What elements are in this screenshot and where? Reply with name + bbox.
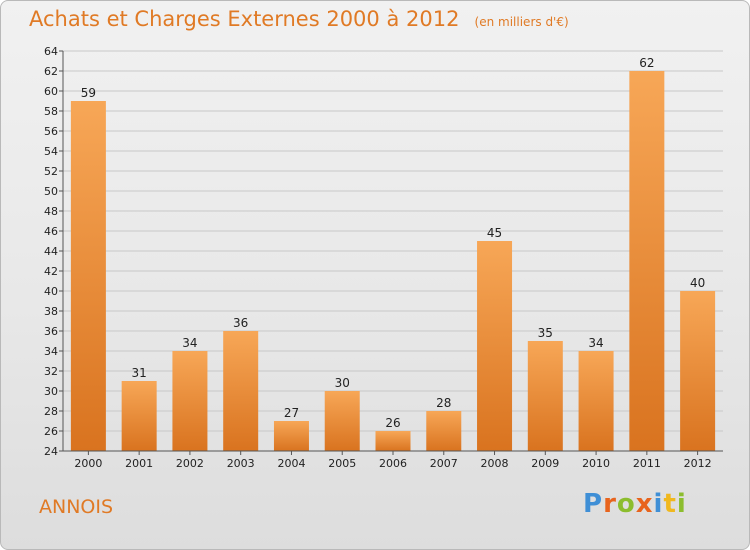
value-label: 36 — [233, 316, 248, 330]
bar-layer: 59 31 34 36 27 30 26 28 45 35 34 62 40 — [70, 56, 716, 451]
value-label: 45 — [487, 226, 502, 240]
x-tick-label: 2004 — [277, 457, 305, 470]
bar — [527, 341, 563, 451]
value-label: 59 — [81, 86, 96, 100]
value-label: 27 — [284, 406, 299, 420]
logo-letter: i — [676, 489, 687, 519]
y-tick-label: 42 — [44, 265, 58, 278]
bar — [629, 71, 665, 451]
y-tick-label: 26 — [44, 425, 58, 438]
logo-letter: i — [653, 489, 664, 519]
chart-unit: (en milliers d'€) — [474, 15, 569, 29]
logo-letter: o — [616, 489, 636, 519]
proxiti-logo: Proxiti — [583, 489, 687, 519]
value-label: 34 — [182, 336, 197, 350]
bar — [121, 381, 157, 451]
bar — [680, 291, 716, 451]
y-tick-label: 40 — [44, 285, 58, 298]
bar — [578, 351, 614, 451]
bar — [477, 241, 513, 451]
bar — [172, 351, 208, 451]
logo-letter: x — [635, 489, 654, 519]
x-tick-label: 2006 — [379, 457, 407, 470]
x-tick-label: 2007 — [430, 457, 458, 470]
value-label: 35 — [538, 326, 553, 340]
value-label: 40 — [690, 276, 705, 290]
y-tick-label: 32 — [44, 365, 58, 378]
bar — [223, 331, 259, 451]
y-tick-label: 46 — [44, 225, 58, 238]
y-tick-label: 38 — [44, 305, 58, 318]
bar — [324, 391, 360, 451]
commune-name: ANNOIS — [39, 496, 114, 518]
y-tick-label: 54 — [44, 145, 58, 158]
value-label: 26 — [385, 416, 400, 430]
y-tick-label: 24 — [44, 445, 58, 458]
y-tick-label: 58 — [44, 105, 58, 118]
y-tick-label: 56 — [44, 125, 58, 138]
logo-letter: t — [663, 489, 677, 519]
y-tick-label: 64 — [44, 45, 58, 58]
value-label: 31 — [132, 366, 147, 380]
logo-letter: r — [603, 489, 617, 519]
y-tick-label: 44 — [44, 245, 58, 258]
y-tick-label: 28 — [44, 405, 58, 418]
x-tick-label: 2000 — [74, 457, 102, 470]
y-tick-label: 52 — [44, 165, 58, 178]
x-tick-label: 2002 — [176, 457, 204, 470]
axis-layer: 24 26 28 30 32 34 36 38 40 42 44 46 48 50 52 54 56 58 60 62… — [44, 45, 723, 470]
x-tick-label: 2009 — [531, 457, 559, 470]
y-tick-label: 34 — [44, 345, 58, 358]
value-label: 62 — [639, 56, 654, 70]
y-tick-label: 62 — [44, 65, 58, 78]
x-tick-label: 2005 — [328, 457, 356, 470]
value-label: 28 — [436, 396, 451, 410]
bar — [70, 101, 106, 451]
x-tick-label: 2001 — [125, 457, 153, 470]
value-label: 34 — [588, 336, 603, 350]
logo-letter: P — [583, 489, 604, 519]
x-tick-label: 2008 — [481, 457, 509, 470]
grid-layer — [63, 50, 723, 452]
y-tick-label: 60 — [44, 85, 58, 98]
x-tick-label: 2010 — [582, 457, 610, 470]
value-label: 30 — [335, 376, 350, 390]
y-tick-label: 30 — [44, 385, 58, 398]
bar — [426, 411, 462, 451]
bar — [273, 421, 309, 451]
y-tick-label: 36 — [44, 325, 58, 338]
x-tick-label: 2012 — [684, 457, 712, 470]
x-tick-label: 2011 — [633, 457, 661, 470]
bar — [375, 431, 411, 451]
x-tick-label: 2003 — [227, 457, 255, 470]
title-row: Achats et Charges Externes 2000 à 2012 (… — [29, 7, 569, 31]
y-tick-label: 50 — [44, 185, 58, 198]
y-tick-label: 48 — [44, 205, 58, 218]
chart-title: Achats et Charges Externes 2000 à 2012 — [29, 7, 460, 31]
